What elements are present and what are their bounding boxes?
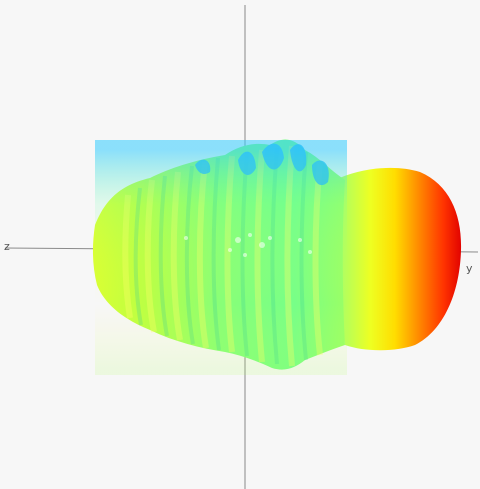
vertical-shading	[95, 140, 347, 375]
center-speckles	[184, 233, 312, 257]
axis-label-left: z	[4, 240, 10, 253]
axis-label-right: y	[466, 262, 473, 275]
main-lobe	[335, 167, 462, 351]
